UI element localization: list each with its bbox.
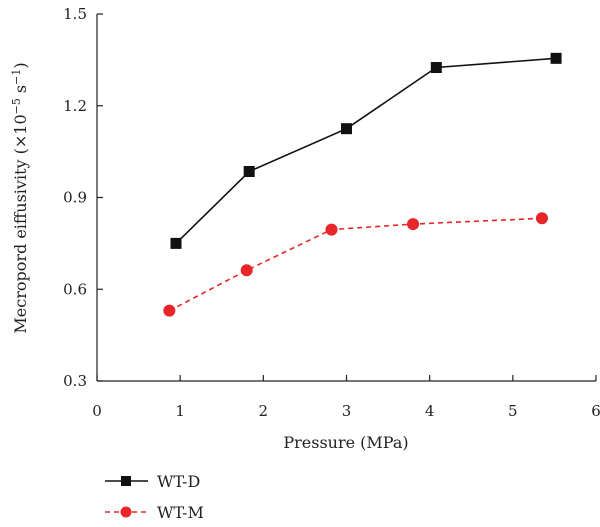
series-line-wt-d xyxy=(175,57,557,244)
legend-marker-wt-m xyxy=(120,506,132,518)
data-point-wt-d xyxy=(550,52,562,64)
legend-marker-wt-d xyxy=(121,476,131,486)
legend-label-wt-m: WT-M xyxy=(157,503,204,522)
data-point-wt-d xyxy=(430,62,442,74)
x-tick-label: 1 xyxy=(175,402,185,420)
data-point-wt-d xyxy=(243,166,255,178)
x-axis-title: Pressure (MPa) xyxy=(283,433,408,452)
x-tick-label: 3 xyxy=(342,402,352,420)
ticks: 0 1 2 3 4 5 6 0.3 0.6 0.9 1.2 1.5 xyxy=(63,5,600,420)
y-axis-title-exponent-2: −1 xyxy=(10,69,23,85)
y-tick-label: 0.3 xyxy=(63,372,87,390)
legend: WT-D WT-M xyxy=(105,472,204,522)
y-tick-label: 1.5 xyxy=(63,5,87,23)
data-point-wt-m xyxy=(163,304,176,317)
legend-entry-wt-m: WT-M xyxy=(105,503,204,522)
data-point-wt-d xyxy=(170,237,182,249)
y-axis-title: Mecropord eiffusivity (×10−5 s−1) xyxy=(10,62,30,333)
x-tick-label: 4 xyxy=(425,402,435,420)
y-axis-title-main: Mecropord eiffusivity (×10 xyxy=(11,114,30,333)
y-tick-label: 0.6 xyxy=(63,280,87,298)
data-point-wt-m xyxy=(535,212,548,225)
y-tick-label: 1.2 xyxy=(63,97,87,115)
series xyxy=(163,52,562,317)
data-point-wt-d xyxy=(341,123,352,135)
y-axis-title-exponent-1: −5 xyxy=(10,98,23,114)
x-tick-label: 2 xyxy=(259,402,269,420)
y-axis-title-mid: s xyxy=(11,85,30,98)
axes xyxy=(96,14,596,382)
series-line-wt-m xyxy=(169,217,542,312)
x-tick-label: 5 xyxy=(508,402,518,420)
x-tick-label: 0 xyxy=(92,402,102,420)
data-point-wt-m xyxy=(407,218,420,231)
data-point-wt-m xyxy=(325,223,338,236)
y-tick-label: 0.9 xyxy=(63,189,87,207)
data-point-wt-m xyxy=(240,264,253,277)
legend-label-wt-d: WT-D xyxy=(157,472,200,491)
legend-entry-wt-d: WT-D xyxy=(105,472,200,491)
y-axis-title-end: ) xyxy=(11,62,30,68)
x-tick-label: 6 xyxy=(591,402,600,420)
